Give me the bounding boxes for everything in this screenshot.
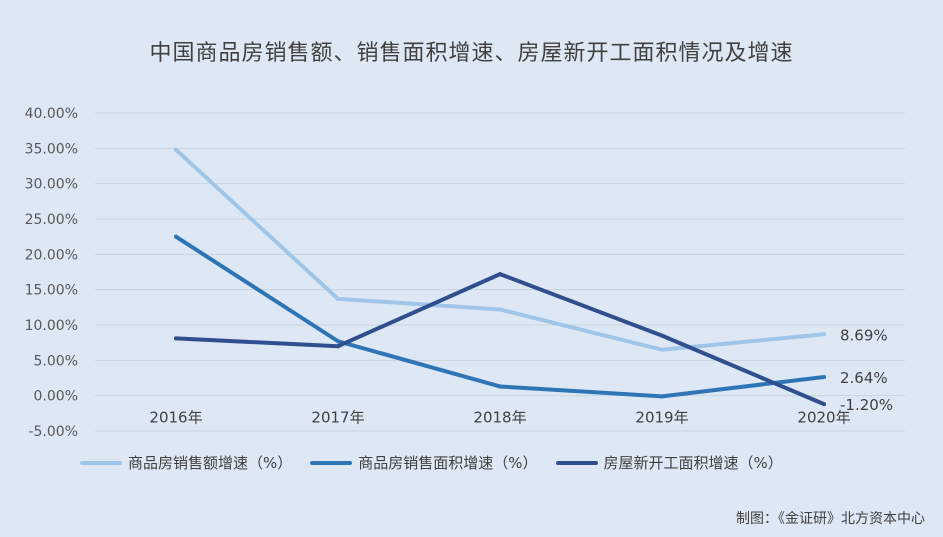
y-tick-label: -5.00% [28,424,78,440]
data-point-0 [660,347,664,352]
legend: 商品房销售额增速（%） 商品房销售面积增速（%） 房屋新开工面积增速（%） [80,452,920,473]
y-tick-label: 10.00% [25,318,78,334]
data-label-1: 2.64% [840,369,888,387]
data-point-2 [174,336,178,341]
data-label-2: -1.20% [840,396,893,414]
series-line-0 [174,147,826,352]
legend-label-sales-area: 商品房销售面积增速（%） [358,454,538,472]
x-tick-label: 2019年 [635,409,688,427]
data-point-2 [822,402,826,407]
y-tick-label: 0.00% [34,389,78,405]
data-point-0 [498,307,502,312]
data-point-1 [336,339,340,344]
legend-item-sales-amount: 商品房销售额增速（%） [80,452,292,473]
y-tick-label: 40.00% [25,106,78,122]
legend-swatch-sales-area [310,460,353,465]
legend-swatch-sales-amount [80,460,122,465]
data-label-0: 8.69% [840,326,888,344]
data-point-0 [822,332,826,337]
data-point-0 [174,147,178,152]
data-point-2 [498,272,502,277]
source-credit: 制图：《金证研》北方资本中心 [736,511,925,527]
y-tick-label: 15.00% [25,283,78,299]
data-point-2 [660,333,664,338]
series-line-1 [174,234,826,399]
y-tick-label: 30.00% [25,177,78,193]
y-tick-label: 35.00% [25,141,78,157]
data-point-2 [336,344,340,349]
y-tick-label: 20.00% [25,247,78,263]
y-tick-label: 5.00% [34,353,78,369]
chart-title: 中国商品房销售额、销售面积增速、房屋新开工面积情况及增速 [149,41,794,66]
x-tick-label: 2020年 [797,409,850,427]
data-point-1 [822,375,826,380]
data-point-1 [498,384,502,389]
legend-label-sales-amount: 商品房销售额增速（%） [128,454,293,472]
data-point-1 [660,394,664,399]
data-point-1 [174,234,178,239]
legend-item-new-construction: 房屋新开工面积增速（%） [555,452,783,473]
data-point-0 [336,296,340,301]
legend-label-new-construction: 房屋新开工面积增速（%） [603,454,783,472]
x-tick-label: 2016年 [149,409,202,427]
legend-item-sales-area: 商品房销售面积增速（%） [310,452,538,473]
x-tick-label: 2018年 [473,409,526,427]
x-tick-label: 2017年 [311,409,364,427]
legend-swatch-new-construction [555,460,598,465]
y-tick-label: 25.00% [25,212,78,228]
